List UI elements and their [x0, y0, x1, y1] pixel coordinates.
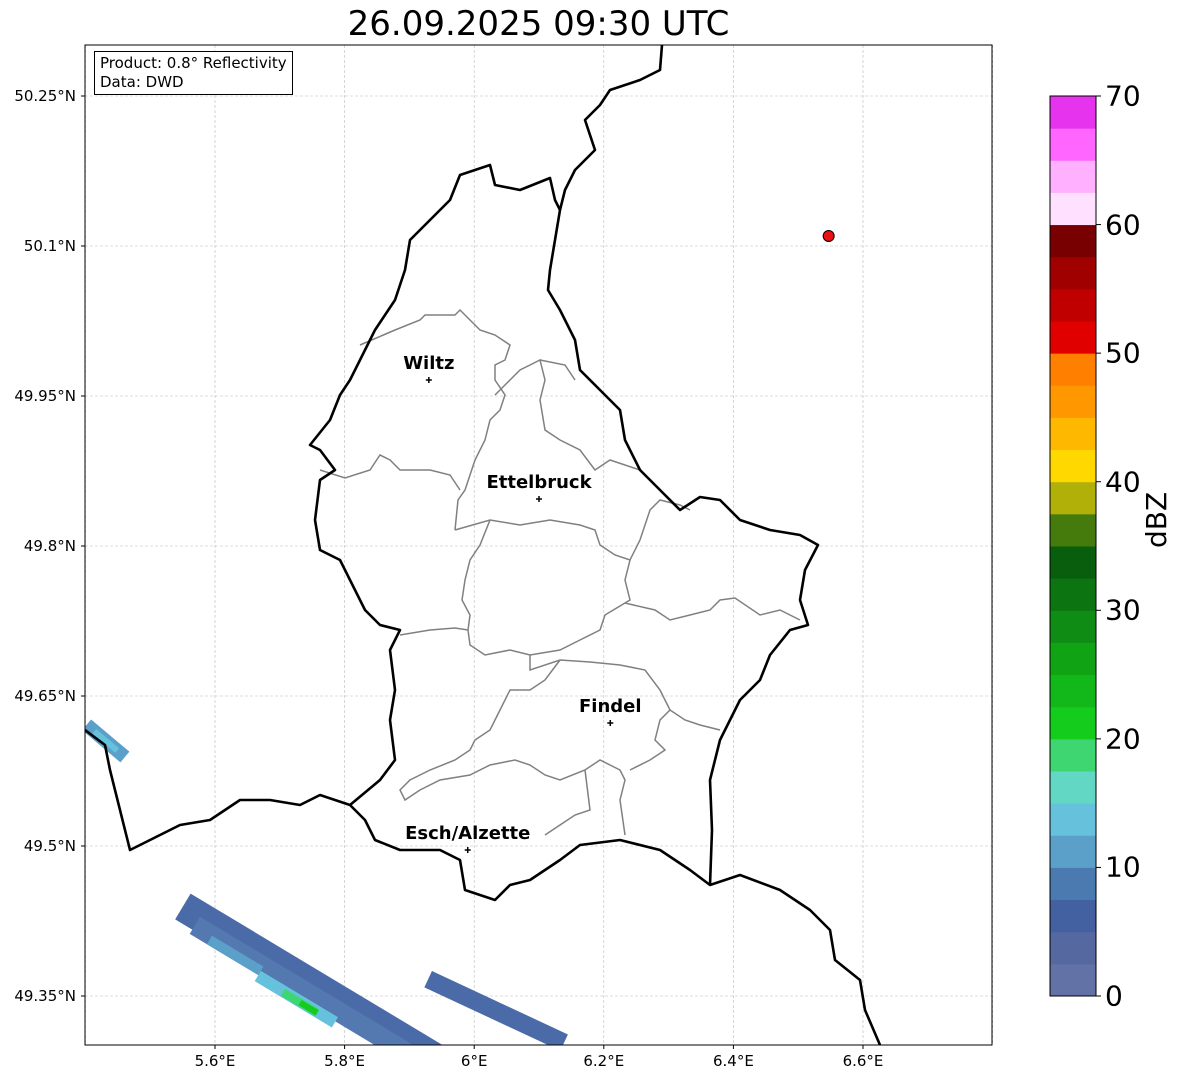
canton-borders: [319, 308, 801, 836]
colorbar-segment: [1050, 481, 1096, 515]
y-tick-label: 49.5°N: [23, 837, 76, 855]
y-tick-label: 49.95°N: [14, 387, 76, 405]
colorbar-segment: [1050, 803, 1096, 836]
colorbar-segment: [1050, 963, 1096, 997]
colorbar: [1050, 95, 1101, 997]
y-tick-label: 49.8°N: [23, 537, 76, 555]
colorbar-tick-label: 0: [1105, 979, 1123, 1013]
y-tick-label: 50.25°N: [14, 87, 76, 105]
colorbar-segment: [1050, 835, 1096, 868]
colorbar-segment: [1050, 96, 1096, 129]
city-markers: [425, 377, 614, 853]
colorbar-label: dBZ: [1140, 491, 1173, 548]
x-tick-label: 5.8°E: [324, 1052, 366, 1070]
colorbar-segment: [1050, 353, 1096, 386]
city-label: Ettelbruck: [486, 472, 592, 493]
colorbar-segment: [1050, 288, 1096, 322]
colorbar-tick-label: 10: [1105, 850, 1141, 884]
colorbar-segment: [1050, 578, 1096, 611]
location-marker[interactable]: [822, 230, 835, 242]
plot-frame: [84, 44, 993, 1046]
colorbar-segment: [1050, 449, 1096, 483]
colorbar-segment: [1050, 610, 1096, 643]
city-marker-icon: [536, 496, 542, 502]
x-tick-label: 5.6°E: [194, 1052, 236, 1070]
colorbar-tick-label: 40: [1105, 465, 1141, 499]
colorbar-segment: [1050, 321, 1096, 354]
y-tick-label: 49.35°N: [14, 987, 76, 1005]
colorbar-segment: [1050, 513, 1096, 547]
colorbar-segment: [1050, 192, 1096, 226]
colorbar-tick-label: 50: [1105, 336, 1141, 370]
city-marker-icon: [464, 847, 471, 853]
colorbar-segment: [1050, 546, 1096, 579]
colorbar-segment: [1050, 899, 1096, 933]
colorbar-segment: [1050, 160, 1096, 193]
colorbar-segment: [1050, 417, 1096, 451]
colorbar-segment: [1050, 931, 1096, 965]
colorbar-segment: [1050, 738, 1096, 772]
x-tick-label: 6.4°E: [712, 1052, 754, 1070]
x-tick-label: 6.6°E: [842, 1052, 884, 1070]
colorbar-segment: [1050, 642, 1096, 676]
y-tick-label: 50.1°N: [23, 237, 76, 255]
city-marker-icon: [425, 377, 432, 383]
x-tick-label: 6°E: [460, 1052, 488, 1070]
city-label: Esch/Alzette: [405, 823, 531, 844]
city-label: Wiltz: [403, 353, 455, 374]
product-label: Product: 0.8° Reflectivity: [100, 54, 287, 72]
city-label: Findel: [578, 696, 642, 717]
gridlines: [85, 45, 993, 1045]
colorbar-tick-label: 20: [1105, 722, 1141, 756]
y-tick-label: 49.65°N: [14, 687, 76, 705]
colorbar-segment: [1050, 256, 1096, 290]
colorbar-segment: [1050, 771, 1096, 804]
colorbar-segment: [1050, 224, 1096, 258]
colorbar-segment: [1050, 385, 1096, 418]
colorbar-segment: [1050, 867, 1096, 901]
country-borders: [85, 45, 882, 1045]
colorbar-segment: [1050, 674, 1096, 708]
info-box: Product: 0.8° Reflectivity Data: DWD: [94, 51, 293, 95]
colorbar-tick-label: 30: [1105, 593, 1141, 627]
colorbar-tick-label: 70: [1105, 79, 1141, 113]
x-tick-label: 6.2°E: [583, 1052, 625, 1070]
colorbar-segment: [1050, 128, 1096, 161]
radar-echoes: [85, 719, 568, 1045]
colorbar-segment: [1050, 706, 1096, 740]
data-source-label: Data: DWD: [100, 73, 184, 91]
map-title: 26.09.2025 09:30 UTC: [347, 4, 730, 44]
city-marker-icon: [607, 720, 614, 726]
colorbar-tick-label: 60: [1105, 208, 1141, 242]
